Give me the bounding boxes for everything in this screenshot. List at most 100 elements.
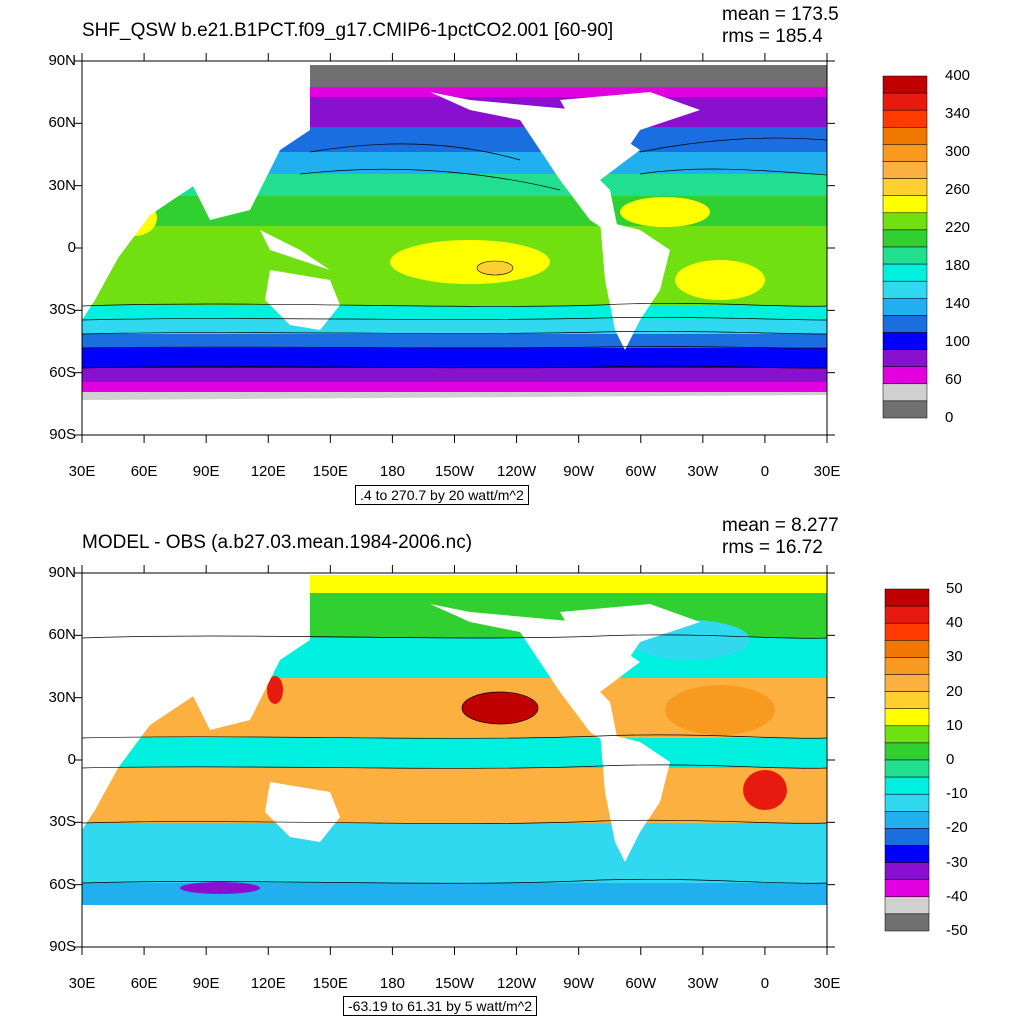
lat-label: 30N [48, 176, 76, 194]
colorbar-label: 10 [946, 716, 963, 734]
colorbar-label: 260 [945, 181, 971, 198]
colorbar-swatch [882, 263, 928, 282]
colorbar-label: -30 [946, 853, 968, 871]
colorbar-swatch [882, 400, 928, 419]
colorbar-label: 0 [946, 751, 955, 768]
colorbar-label: 50 [946, 580, 963, 597]
colorbar-swatch [882, 178, 928, 196]
lon-label: 120W [496, 463, 537, 480]
map-panel-2 [82, 573, 827, 947]
colorbar-swatch [882, 315, 928, 333]
colorbar-swatch [884, 913, 930, 932]
colorbar-swatch [884, 640, 930, 658]
lon-label: 0 [760, 975, 770, 992]
colorbar-swatch [884, 793, 930, 812]
colorbar-swatch [884, 776, 930, 795]
colorbar-swatch [884, 879, 930, 898]
lon-label: 120W [496, 975, 537, 992]
panel-1-title: SHF_QSW b.e21.B1PCT.f09_g17.CMIP6-1pctCO… [82, 20, 614, 41]
lon-label: 90W [563, 975, 595, 992]
map-panel-1 [82, 61, 827, 435]
colorbar-swatch [884, 828, 930, 846]
lon-label: 30E [813, 463, 841, 480]
panel-2-rms: rms = 16.72 [722, 537, 823, 558]
lat-label: 60S [49, 875, 76, 893]
lat-label: 30S [49, 813, 76, 831]
panel-1-range: .4 to 270.7 by 20 watt/m^2 [355, 485, 529, 505]
colorbar-label: 40 [946, 614, 963, 632]
lon-label: 150E [312, 463, 348, 480]
panel-1-mean: mean = 173.5 [722, 4, 839, 25]
lon-label: 30W [687, 463, 719, 480]
lon-label: 30E [813, 975, 841, 992]
colorbar-swatch [884, 896, 930, 915]
lon-label: 30E [68, 463, 96, 480]
colorbar-label: 140 [945, 295, 971, 312]
colorbar-swatch [882, 212, 928, 231]
lon-label: 0 [760, 463, 770, 480]
lon-label: 120E [250, 975, 286, 992]
colorbar-label: 30 [946, 648, 963, 666]
lat-label: 30S [49, 301, 76, 319]
lat-label: 90S [49, 426, 76, 443]
panel-2-range: -63.19 to 61.31 by 5 watt/m^2 [343, 996, 538, 1016]
lon-label: 90E [192, 975, 220, 992]
lat-label: 60S [49, 363, 76, 381]
colorbar-swatch [882, 161, 928, 179]
colorbar-swatch [882, 280, 928, 299]
colorbar-swatch [884, 759, 930, 778]
lat-label: 0 [67, 751, 76, 768]
colorbar-swatch [882, 109, 928, 128]
colorbar-label: -10 [946, 785, 968, 803]
lat-label: 90N [48, 564, 76, 581]
colorbar-swatch [882, 229, 928, 248]
colorbar-label: -50 [946, 922, 968, 939]
lon-label: 150W [434, 463, 475, 480]
colorbar-swatch [884, 845, 930, 863]
panel-1-rms: rms = 185.4 [722, 26, 823, 47]
panel-2-title: MODEL - OBS (a.b27.03.mean.1984-2006.nc) [82, 532, 473, 553]
colorbar-label: 100 [945, 333, 971, 350]
lon-label: 60W [625, 463, 657, 480]
colorbar-label: -20 [946, 819, 968, 837]
colorbar-swatch [882, 298, 928, 316]
colorbar-label: 180 [945, 257, 971, 274]
lat-label: 90N [48, 52, 76, 69]
lon-label: 60E [130, 975, 158, 992]
colorbar-swatch [882, 366, 928, 385]
colorbar-label: 20 [946, 682, 963, 700]
colorbar-swatch [882, 92, 928, 111]
colorbar-swatch [882, 349, 928, 367]
lat-label: 90S [49, 938, 76, 955]
panel-2-mean: mean = 8.277 [722, 515, 839, 536]
lon-label: 90E [192, 463, 220, 480]
colorbar-label: 0 [945, 409, 954, 426]
colorbar-2 [884, 588, 930, 932]
colorbar-label: 340 [945, 105, 971, 122]
lon-label: 150W [434, 975, 475, 992]
lat-label: 0 [67, 239, 76, 256]
axis-ticks [74, 53, 835, 955]
colorbar-label: 220 [945, 219, 971, 236]
colorbar-label: 400 [945, 67, 971, 84]
colorbar-swatch [884, 708, 930, 727]
lon-label: 90W [563, 463, 595, 480]
colorbar-swatch [882, 75, 928, 94]
lon-label: 180 [379, 975, 405, 992]
colorbar-swatch [884, 742, 930, 761]
colorbar-label: -40 [946, 887, 968, 905]
colorbar-swatch [884, 674, 930, 692]
colorbar-swatch [884, 811, 930, 829]
colorbar-swatch [882, 195, 928, 214]
lat-label: 60N [48, 114, 76, 132]
colorbar-swatch [882, 127, 928, 145]
colorbar-swatch [884, 657, 930, 675]
colorbar-swatch [884, 691, 930, 709]
lon-label: 30W [687, 975, 719, 992]
colorbar-swatch [884, 725, 930, 744]
colorbar-swatch [884, 862, 930, 880]
colorbar-swatch [882, 246, 928, 265]
lat-label: 60N [48, 626, 76, 644]
colorbar-swatch [884, 605, 930, 624]
